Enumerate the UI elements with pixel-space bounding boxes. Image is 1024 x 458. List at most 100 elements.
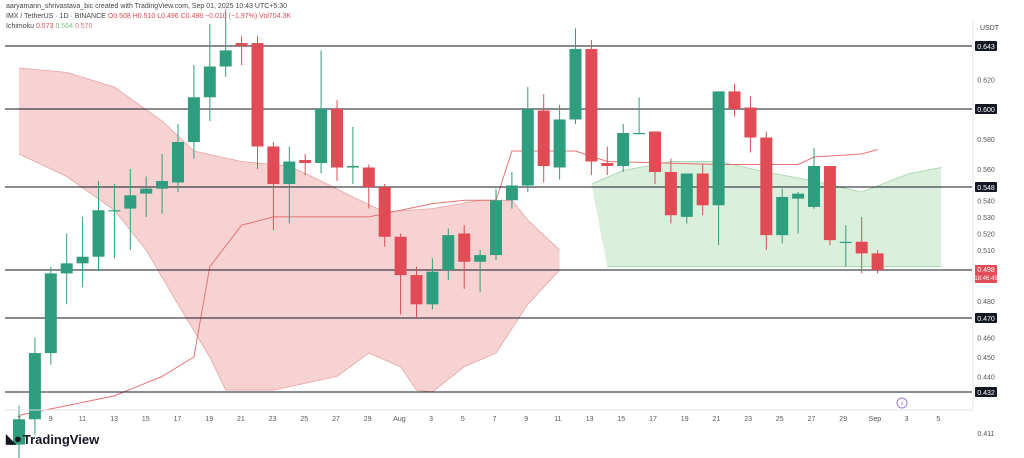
candle-body-37 bbox=[601, 163, 614, 166]
brand-label: TradingView bbox=[22, 431, 100, 447]
indicator-name: Ichimoku bbox=[6, 23, 35, 30]
candle-body-51 bbox=[823, 166, 836, 241]
x-tick-12: Aug bbox=[393, 416, 406, 423]
candle-body-20 bbox=[331, 109, 343, 168]
symbol-ohlc-line: IMX / TetherUS · 1D · BINANCE O0.508 H0.… bbox=[6, 13, 291, 20]
y-tick-6: 0.510 bbox=[977, 248, 995, 255]
candle-body-48 bbox=[776, 196, 789, 236]
level-badge-5 bbox=[975, 387, 997, 397]
candle-body-54 bbox=[871, 253, 884, 270]
x-tick-15: 7 bbox=[493, 416, 497, 423]
x-tick-24: 25 bbox=[776, 416, 784, 423]
candle-body-22 bbox=[362, 167, 375, 187]
y-tick-3: 0.540 bbox=[977, 198, 995, 205]
x-tick-22: 21 bbox=[713, 416, 721, 423]
x-tick-28: 3 bbox=[905, 416, 909, 423]
candle-body-52 bbox=[839, 241, 852, 243]
indicator-value-1: 0.573 bbox=[35, 23, 54, 30]
x-tick-3: 13 bbox=[110, 416, 118, 423]
x-tick-5: 17 bbox=[174, 416, 182, 423]
y-tick-5: 0.520 bbox=[977, 231, 995, 238]
level-label-2: 0.548 bbox=[977, 185, 995, 192]
candle-body-38 bbox=[617, 133, 630, 166]
candle-body-49 bbox=[792, 193, 805, 199]
candle-body-53 bbox=[855, 241, 868, 254]
candle-body-43 bbox=[696, 173, 709, 206]
x-tick-8: 23 bbox=[269, 416, 277, 423]
y-tick-1: 0.580 bbox=[977, 137, 995, 144]
candle-body-4 bbox=[76, 256, 89, 264]
x-tick-1: 9 bbox=[49, 416, 53, 423]
candle-body-15 bbox=[251, 43, 264, 147]
x-tick-25: 27 bbox=[808, 416, 816, 423]
candle-body-14 bbox=[235, 43, 248, 47]
candle-body-7 bbox=[124, 195, 137, 209]
x-tick-9: 25 bbox=[300, 416, 308, 423]
x-tick-7: 21 bbox=[237, 416, 245, 423]
x-tick-23: 23 bbox=[744, 416, 752, 423]
y-tick-9: 0.450 bbox=[977, 355, 995, 362]
level-badge-1 bbox=[975, 104, 997, 114]
ohlc-values: O0.508 H0.510 L0.496 C0.498 −0.010 (−1.9… bbox=[107, 13, 292, 20]
candle-body-50 bbox=[808, 166, 820, 207]
x-tick-26: 29 bbox=[839, 416, 847, 423]
tradingview-logo: ◣● TradingView bbox=[6, 431, 99, 447]
indicator-line[interactable]: Ichimoku 0.573 0.564 0.570 bbox=[6, 23, 92, 30]
candle-body-3 bbox=[60, 263, 73, 274]
x-tick-19: 15 bbox=[617, 416, 625, 423]
candle-body-32 bbox=[521, 109, 534, 186]
candle-body-36 bbox=[585, 48, 598, 162]
countdown-label: 18:46:45 bbox=[974, 276, 998, 282]
event-marker-icon bbox=[896, 397, 908, 409]
x-tick-18: 13 bbox=[586, 416, 594, 423]
tradingview-mark-icon: ◣● bbox=[6, 431, 22, 446]
x-tick-13: 3 bbox=[429, 416, 433, 423]
y-tick-11: 0.411 bbox=[978, 431, 995, 438]
y-tick-4: 0.530 bbox=[977, 215, 995, 222]
candle-body-21 bbox=[346, 166, 359, 168]
candle-body-8 bbox=[140, 188, 153, 194]
level-badge-4 bbox=[975, 313, 997, 323]
candle-body-42 bbox=[680, 173, 693, 217]
x-tick-2: 11 bbox=[79, 416, 86, 423]
y-tick-0: 0.620 bbox=[977, 78, 995, 85]
candle-body-30 bbox=[490, 200, 502, 256]
x-tick-6: 19 bbox=[205, 416, 213, 423]
y-tick-8: 0.460 bbox=[977, 335, 995, 342]
x-tick-17: 11 bbox=[554, 416, 561, 423]
candle-body-27 bbox=[442, 235, 455, 270]
candle-body-47 bbox=[760, 137, 773, 236]
last-price-label: 0.498 bbox=[977, 267, 995, 274]
candle-body-9 bbox=[156, 181, 169, 189]
kumo-bearish-area bbox=[19, 68, 560, 392]
candle-body-26 bbox=[426, 271, 439, 305]
x-tick-10: 27 bbox=[332, 416, 340, 423]
candle-body-19 bbox=[315, 109, 328, 163]
event-marker-glyph: ⚡ bbox=[900, 400, 905, 408]
candle-body-24 bbox=[394, 236, 407, 276]
candle-body-2 bbox=[44, 273, 57, 354]
candle-body-11 bbox=[187, 97, 200, 142]
x-tick-0: 7 bbox=[17, 416, 21, 423]
y-tick-10: 0.440 bbox=[977, 374, 995, 381]
x-tick-16: 9 bbox=[524, 416, 528, 423]
candle-body-17 bbox=[283, 161, 296, 184]
candle-body-40 bbox=[649, 131, 661, 172]
candle-body-6 bbox=[108, 210, 121, 212]
attribution-text: aaryamann_shrivastava_bic created with T… bbox=[6, 3, 288, 10]
candle-body-44 bbox=[712, 91, 725, 206]
x-tick-21: 19 bbox=[681, 416, 689, 423]
candle-body-29 bbox=[474, 255, 487, 262]
candle-body-46 bbox=[744, 107, 757, 138]
x-tick-27: Sep bbox=[869, 416, 882, 423]
level-badge-2 bbox=[975, 182, 997, 192]
candle-body-18 bbox=[299, 160, 312, 163]
symbol-label[interactable]: IMX / TetherUS · 1D · BINANCE bbox=[6, 13, 106, 20]
candle-body-25 bbox=[410, 275, 423, 305]
candle-body-10 bbox=[172, 142, 184, 183]
candle-body-33 bbox=[537, 110, 550, 166]
indicator-value-2: 0.564 bbox=[55, 23, 73, 30]
last-price-badge bbox=[975, 265, 997, 283]
candle-body-23 bbox=[378, 187, 391, 237]
